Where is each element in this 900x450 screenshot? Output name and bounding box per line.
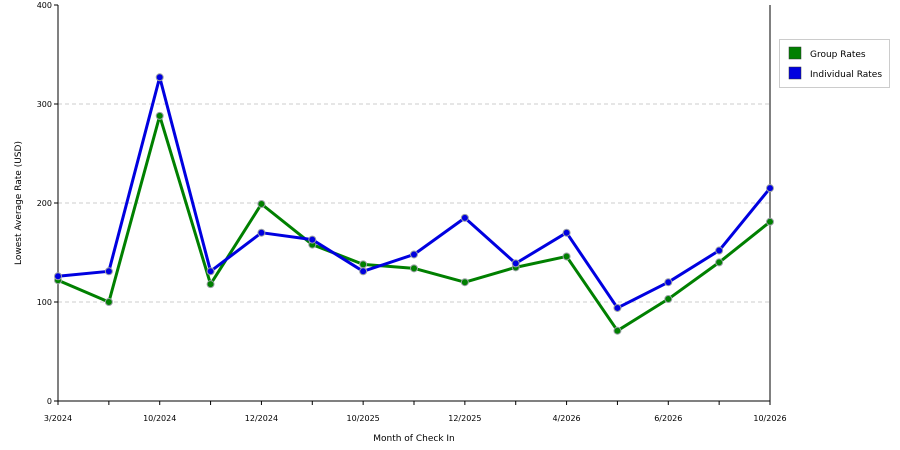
legend: Group Rates Individual Rates	[779, 39, 890, 88]
legend-swatch-individual	[788, 66, 802, 80]
data-point-individual	[54, 272, 62, 281]
legend-box	[779, 39, 890, 88]
data-point-group	[766, 217, 774, 226]
data-point-group	[155, 111, 164, 120]
x-tick-label: 10/2024	[143, 414, 176, 423]
x-axis-title: Month of Check In	[373, 434, 455, 444]
series-line-group	[57, 114, 771, 333]
series-line-individual	[57, 75, 772, 310]
data-point-group	[206, 280, 215, 289]
x-tick-label: 12/2025	[448, 414, 481, 423]
x-tick-label: 4/2026	[552, 414, 580, 423]
data-point-individual	[308, 235, 317, 244]
data-point-individual	[155, 73, 164, 82]
data-point-individual	[410, 250, 418, 259]
data-point-group	[460, 278, 469, 287]
data-point-individual	[562, 228, 571, 237]
data-point-individual	[460, 213, 469, 222]
legend-swatch-group	[788, 46, 802, 60]
data-point-group	[715, 258, 724, 267]
x-tick-label: 12/2024	[245, 414, 278, 423]
y-tick-label: 200	[37, 199, 52, 208]
data-point-group	[562, 252, 571, 261]
data-point-individual	[206, 267, 215, 276]
data-point-individual	[359, 267, 368, 276]
data-point-group	[613, 326, 622, 335]
data-point-group	[410, 264, 418, 273]
x-tick-label: 10/2025	[347, 414, 380, 423]
data-point-group	[104, 298, 113, 306]
data-point-group	[257, 199, 266, 208]
y-tick-label: 400	[37, 1, 52, 10]
y-axis-title: Lowest Average Rate (USD)	[14, 141, 24, 265]
x-tick-labels: 3/2024 10/2024 12/2024 10/2025 12/2025 4/2026…	[44, 414, 787, 423]
data-point-individual	[766, 184, 774, 193]
y-tick-label: 100	[37, 298, 52, 307]
data-point-individual	[664, 278, 673, 287]
axes	[54, 4, 771, 405]
data-point-individual	[104, 267, 113, 276]
y-tick-label: 0	[47, 397, 52, 406]
data-point-individual	[715, 246, 724, 255]
data-point-individual	[613, 303, 622, 312]
x-tick-label: 10/2026	[753, 414, 786, 423]
y-tick-label: 300	[37, 100, 52, 109]
x-tick-label: 6/2026	[654, 414, 682, 423]
data-point-group	[664, 295, 673, 304]
x-tick-label: 3/2024	[44, 414, 72, 423]
series-lines	[54, 73, 774, 335]
data-point-individual	[257, 228, 266, 237]
legend-label-group: Group Rates	[810, 50, 866, 60]
y-tick-labels: 0 100 200 300 400	[37, 1, 52, 406]
data-point-individual	[511, 259, 520, 268]
legend-label-individual: Individual Rates	[810, 70, 882, 80]
data-point-group	[359, 260, 368, 269]
